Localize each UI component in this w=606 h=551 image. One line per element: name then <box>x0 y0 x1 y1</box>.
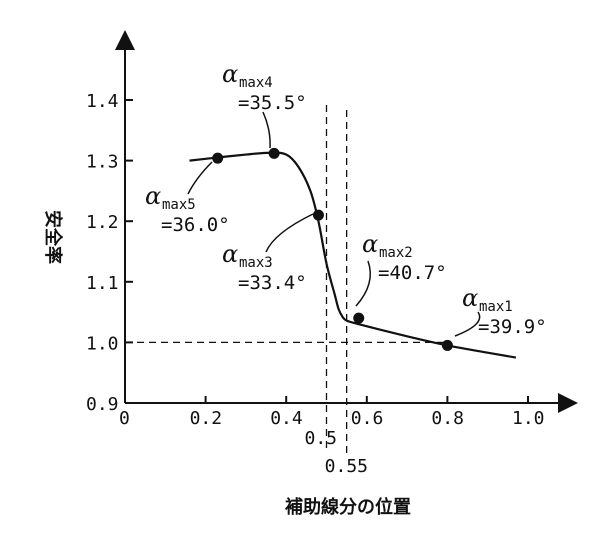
data-point <box>442 340 453 351</box>
annotation-alpha: α <box>362 230 378 258</box>
annotation-subscript: max3 <box>239 255 273 271</box>
annotation-value: =35.5° <box>238 92 307 114</box>
data-point <box>353 313 364 324</box>
x-tick-label: 0.2 <box>190 408 223 429</box>
y-tick-label: 1.1 <box>86 273 119 294</box>
annotation-value: =40.7° <box>378 262 447 284</box>
annotation-leader <box>263 112 270 148</box>
y-tick-label: 1.0 <box>86 333 119 354</box>
annotation-value: =36.0° <box>161 214 230 236</box>
annotation-subscript: max5 <box>162 197 196 213</box>
x-tick-label: 0.8 <box>431 408 464 429</box>
data-point <box>269 148 280 159</box>
y-tick-label: 0.9 <box>86 394 119 415</box>
x-mark-label-0-5: 0.5 <box>305 428 338 449</box>
y-tick-label: 1.4 <box>86 91 119 112</box>
annotation-subscript: max4 <box>239 75 273 91</box>
x-tick-label: 0 <box>119 408 130 429</box>
annotation-leader <box>455 312 480 336</box>
x-tick-label: 0.6 <box>351 408 384 429</box>
annotation-leader <box>356 261 370 306</box>
data-point <box>313 210 324 221</box>
data-point <box>212 153 223 164</box>
y-tick-label: 1.2 <box>86 212 119 233</box>
annotation-subscript: max2 <box>379 245 413 261</box>
x-axis-title: 補助線分の位置 <box>284 496 411 518</box>
annotation-alpha: α <box>145 182 161 210</box>
annotation-leader <box>266 214 313 252</box>
x-tick-label: 0.4 <box>270 408 303 429</box>
x-mark-label-0-55: 0.55 <box>325 456 368 477</box>
annotation-value: =33.4° <box>238 272 307 294</box>
annotation-value: =39.9° <box>478 316 547 338</box>
y-tick-label: 1.3 <box>86 152 119 173</box>
annotation-alpha: α <box>222 240 238 268</box>
point-group: αmax1=39.9°αmax2=40.7°αmax3=33.4°αmax4=3… <box>145 60 547 351</box>
annotation-leader <box>188 162 212 194</box>
y-axis-title: 安全率 <box>42 210 64 264</box>
x-tick-label: 1.0 <box>512 408 545 429</box>
annotation-alpha: α <box>222 60 238 88</box>
annotation-subscript: max1 <box>479 299 513 315</box>
annotation-alpha: α <box>462 284 478 312</box>
x-tick-group: 0 0.2 0.4 0.6 0.8 1.0 <box>119 396 545 429</box>
